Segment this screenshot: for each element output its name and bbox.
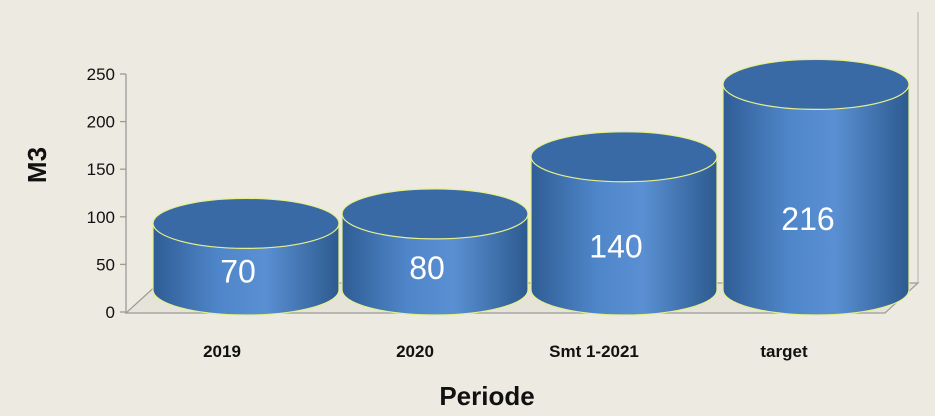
data-label: 216 (781, 201, 834, 237)
y-tick-label-200: 200 (87, 113, 115, 132)
bar-body (722, 83, 910, 316)
data-label: 140 (589, 228, 642, 264)
bars: 70 80 140 216 (152, 58, 910, 316)
bar-top (722, 58, 910, 110)
data-label: 70 (220, 254, 256, 290)
bar-top (152, 197, 340, 249)
bar-top (341, 188, 529, 240)
bar-smt-1-2021: 140 (530, 131, 718, 316)
y-axis (120, 73, 127, 313)
x-axis-title: Periode (439, 381, 534, 411)
bar-target: 216 (722, 58, 910, 316)
x-tick-label: 2020 (396, 342, 434, 361)
y-tick-label-100: 100 (87, 208, 115, 227)
bar-body (341, 213, 529, 316)
x-tick-label: 2019 (203, 342, 241, 361)
bar-body (152, 222, 340, 316)
bar-top (530, 131, 718, 183)
y-tick-label-0: 0 (106, 303, 115, 322)
data-label: 80 (409, 250, 445, 286)
y-tick-label-50: 50 (96, 255, 115, 274)
x-tick-label: Smt 1-2021 (549, 342, 639, 361)
y-tick-label-250: 250 (87, 65, 115, 84)
x-tick-labels: 2019 2020 Smt 1-2021 target (203, 342, 808, 361)
x-tick-label: target (760, 342, 808, 361)
y-tick-label-150: 150 (87, 160, 115, 179)
bar-2020: 80 (341, 188, 529, 316)
y-tick-labels: 0 50 100 150 200 250 (87, 65, 115, 322)
y-axis-title: M3 (22, 147, 52, 183)
bar-2019: 70 (152, 197, 340, 316)
bar-body (530, 156, 718, 316)
